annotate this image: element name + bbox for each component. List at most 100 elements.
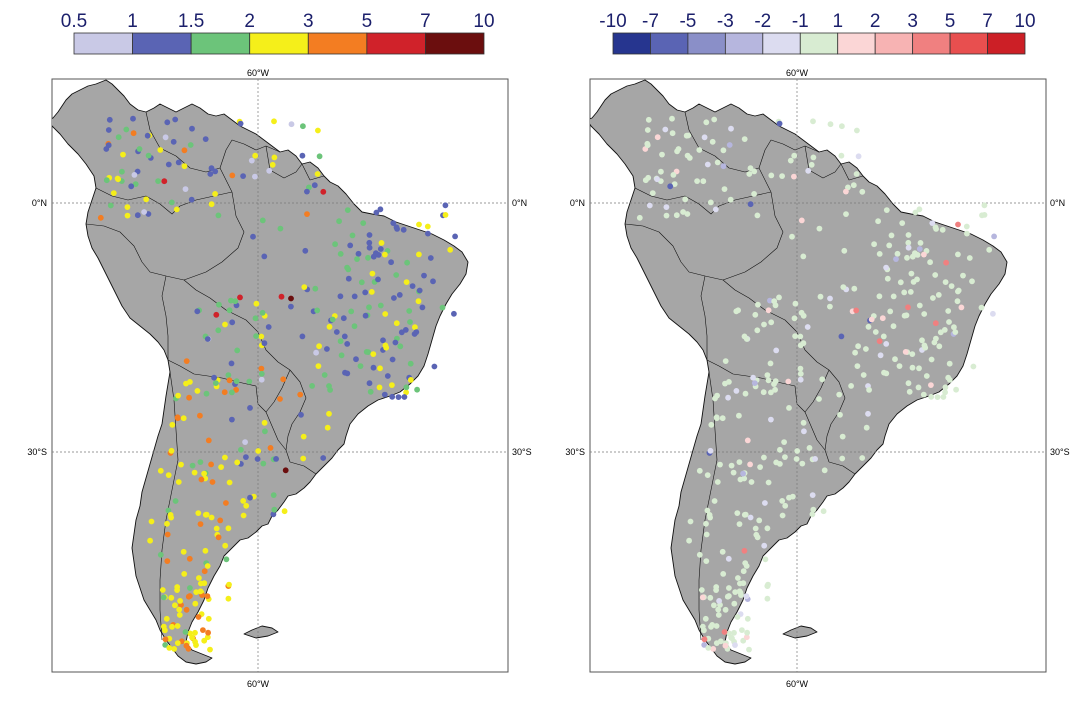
left-station-dot: [191, 469, 198, 476]
left-station-dot: [168, 447, 175, 454]
left-station-dot: [183, 642, 190, 649]
left-station-dot: [211, 374, 218, 381]
left-station-dot: [229, 172, 236, 179]
right-station-dot: [806, 445, 813, 451]
right-colorbar-tick-label: -3: [717, 11, 734, 32]
right-station-dot: [743, 593, 750, 600]
left-station-dot: [215, 534, 222, 541]
left-station-dot: [242, 439, 249, 445]
right-station-dot: [953, 386, 959, 393]
right-station-dot: [699, 623, 706, 630]
left-station-dot: [414, 386, 420, 393]
right-station-dot: [701, 642, 708, 648]
left-station-dot: [397, 343, 404, 350]
left-colorbar-tick-label: 3: [303, 11, 314, 32]
right-lon-label-bottom: 60°W: [786, 679, 809, 689]
left-station-dot: [233, 378, 240, 385]
right-station-dot: [765, 377, 772, 384]
right-station-dot: [963, 223, 970, 230]
left-station-dot: [141, 209, 148, 215]
right-station-dot: [820, 508, 827, 515]
left-station-dot: [407, 360, 414, 367]
right-colorbar-box: [912, 32, 951, 55]
right-station-dot: [887, 308, 894, 315]
left-station-dot: [401, 394, 408, 400]
right-station-dot: [742, 390, 749, 397]
left-station-dot: [357, 363, 364, 369]
right-station-dot: [894, 250, 901, 257]
right-station-dot: [792, 333, 798, 339]
right-colorbar-tick-label: 7: [982, 11, 993, 32]
left-colorbar-box: [190, 32, 251, 55]
left-station-dot: [338, 352, 345, 359]
right-station-dot: [917, 240, 924, 246]
left-station-dot: [324, 424, 331, 431]
left-station-dot: [298, 411, 304, 418]
right-station-dot: [698, 587, 705, 593]
right-station-dot: [793, 456, 800, 462]
right-station-dot: [724, 593, 731, 600]
left-colorbar-tick-label: 7: [420, 11, 431, 32]
left-station-dot: [201, 470, 208, 477]
right-station-dot: [883, 370, 890, 377]
left-station-dot: [201, 568, 208, 575]
right-station-dot: [732, 589, 739, 595]
right-station-dot: [707, 594, 714, 601]
right-station-dot: [717, 461, 723, 468]
right-station-dot: [760, 389, 767, 396]
right-station-dot: [776, 294, 782, 301]
right-station-dot: [937, 329, 944, 336]
right-station-dot: [805, 167, 812, 174]
right-station-dot: [902, 349, 909, 355]
left-colorbar: 0.5 1 1.5 2 3 5 7 10: [61, 11, 495, 55]
right-station-dot: [914, 276, 920, 283]
left-station-dot: [288, 295, 294, 302]
left-station-dot: [124, 204, 131, 211]
left-station-dot: [225, 525, 232, 532]
right-station-dot: [765, 581, 771, 588]
right-station-dot: [654, 134, 661, 141]
right-station-dot: [896, 363, 903, 369]
right-station-dot: [687, 518, 694, 525]
left-station-dot: [215, 327, 222, 334]
left-station-dot: [136, 146, 143, 152]
left-station-dot: [370, 351, 377, 357]
left-station-dot: [123, 126, 130, 133]
left-station-dot: [147, 537, 154, 544]
right-station-dot: [921, 311, 928, 317]
right-station-dot: [669, 115, 675, 122]
left-station-dot: [229, 319, 236, 326]
left-station-dot: [259, 309, 266, 316]
left-station-dot: [309, 383, 315, 389]
right-station-dot: [809, 492, 816, 498]
right-station-dot: [707, 199, 714, 206]
right-station-dot: [706, 512, 713, 518]
left-station-dot: [130, 115, 136, 122]
right-station-dot: [991, 233, 997, 240]
right-station-dot: [731, 600, 738, 607]
right-station-dot: [684, 152, 691, 159]
left-station-dot: [267, 445, 274, 451]
right-station-dot: [935, 292, 942, 298]
left-station-dot: [327, 387, 333, 393]
right-station-dot: [915, 384, 922, 391]
right-station-dot: [905, 304, 911, 311]
right-station-dot: [785, 378, 792, 385]
left-station-dot: [232, 298, 239, 305]
right-station-dot: [711, 116, 718, 123]
right-station-dot: [671, 181, 678, 188]
left-station-dot: [258, 333, 265, 340]
right-station-dot: [792, 300, 799, 307]
right-station-dot: [777, 446, 783, 453]
right-station-dot: [746, 171, 753, 177]
right-station-dot: [662, 126, 669, 133]
left-station-dot: [377, 246, 384, 252]
right-station-dot: [748, 479, 755, 485]
left-station-dot: [337, 293, 344, 300]
left-station-dot: [419, 304, 426, 311]
left-station-dot: [208, 514, 215, 521]
left-colorbar-box: [425, 32, 485, 55]
right-colorbar-box: [724, 32, 764, 55]
right-station-dot: [901, 312, 908, 319]
left-station-dot: [316, 153, 323, 160]
